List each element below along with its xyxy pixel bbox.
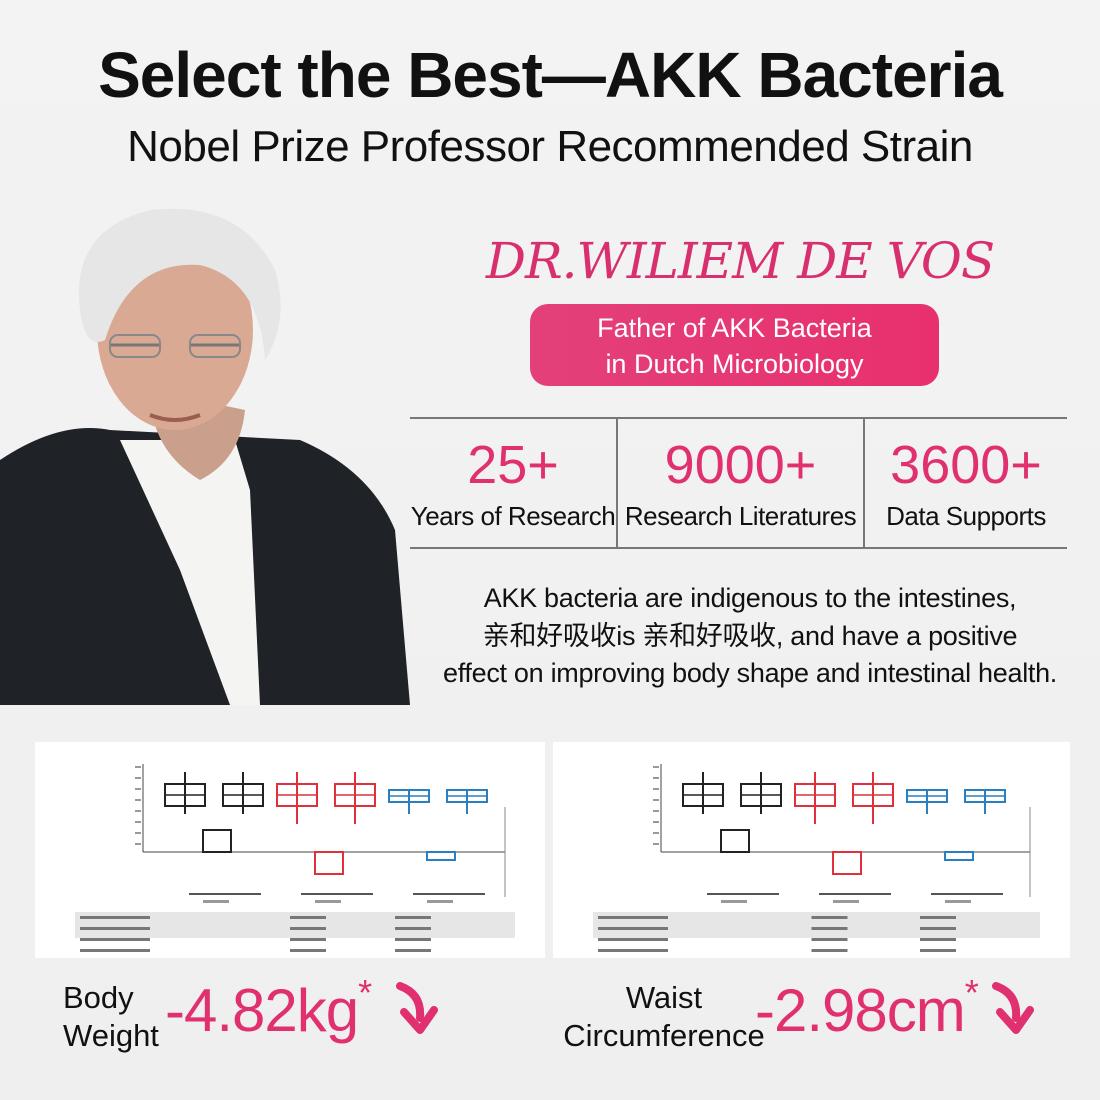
description: AKK bacteria are indigenous to the intes… — [400, 580, 1100, 693]
summary-text — [920, 916, 956, 919]
result-label-line: Body — [63, 980, 134, 1015]
stat-value: 9000+ — [664, 435, 817, 495]
arrow-down-icon — [992, 982, 1034, 1034]
summary-text — [811, 916, 848, 919]
summary-row — [593, 912, 1040, 938]
summary-text — [598, 938, 668, 941]
stat-literatures: 9000+ Research Literatures — [616, 419, 863, 547]
summary-text — [395, 949, 431, 952]
page-title: Select the Best—AKK Bacteria — [98, 39, 1003, 111]
stat-years: 25+ Years of Research — [410, 419, 616, 547]
summary-text — [598, 916, 668, 919]
summary-text — [80, 949, 150, 952]
result-label-line: Waist — [625, 980, 703, 1015]
asterisk: * — [358, 972, 372, 1013]
summary-text — [920, 927, 956, 930]
result-value-waist: -2.98cm* — [755, 972, 979, 1045]
stats-table: 25+ Years of Research 9000+ Research Lit… — [410, 417, 1067, 549]
stat-label: Years of Research — [410, 501, 616, 531]
change-bar — [944, 851, 974, 861]
body-weight-study-figure — [35, 742, 545, 958]
summary-text — [395, 927, 431, 930]
group-label — [721, 900, 747, 903]
badge-line-2: in Dutch Microbiology — [605, 349, 864, 379]
summary-text — [290, 949, 326, 952]
result-label-line: Circumference — [563, 1018, 765, 1053]
stat-label: Data Supports — [886, 501, 1046, 531]
arrow-down-icon — [396, 982, 438, 1034]
result-label-waist: Waist Circumference — [563, 979, 765, 1055]
summary-text — [395, 916, 431, 919]
result-label-body-weight: Body Weight — [63, 979, 159, 1055]
stat-label: Research Literatures — [624, 501, 857, 531]
professor-portrait — [0, 208, 410, 705]
summary-text — [80, 927, 150, 930]
summary-text — [598, 949, 668, 952]
group-label — [427, 900, 453, 903]
summary-text — [80, 916, 150, 919]
result-label-line: Weight — [63, 1018, 159, 1053]
stat-value: 25+ — [467, 435, 559, 495]
change-bar — [832, 851, 862, 875]
summary-text — [811, 938, 848, 941]
summary-text — [290, 927, 326, 930]
change-bar — [314, 851, 344, 875]
badge-line-1: Father of AKK Bacteria — [597, 313, 872, 343]
summary-text — [811, 949, 848, 952]
group-label — [945, 900, 971, 903]
summary-row — [75, 912, 515, 938]
change-bar — [426, 851, 456, 861]
group-label — [833, 900, 859, 903]
asterisk: * — [964, 972, 979, 1013]
change-bar — [720, 829, 750, 853]
group-label — [203, 900, 229, 903]
title-badge: Father of AKK Bacteria in Dutch Microbio… — [530, 304, 939, 386]
summary-text — [290, 938, 326, 941]
summary-text — [80, 938, 150, 941]
summary-text — [920, 949, 956, 952]
professor-name: DR.WILIEM DE VOS — [485, 232, 995, 290]
page-subtitle: Nobel Prize Professor Recommended Strain — [127, 122, 973, 171]
waist-study-figure — [553, 742, 1070, 958]
value-text: -4.82kg — [165, 977, 359, 1044]
result-value-body-weight: -4.82kg* — [165, 972, 372, 1045]
summary-text — [811, 927, 848, 930]
value-text: -2.98cm — [755, 977, 966, 1044]
summary-text — [290, 916, 326, 919]
summary-text — [920, 938, 956, 941]
stat-value: 3600+ — [890, 435, 1042, 495]
stat-data: 3600+ Data Supports — [863, 419, 1067, 547]
group-label — [315, 900, 341, 903]
description-line: 亲和好吸收is 亲和好吸收, and have a positive — [482, 620, 1018, 651]
description-line: AKK bacteria are indigenous to the intes… — [483, 583, 1017, 613]
description-line: effect on improving body shape and intes… — [442, 658, 1058, 688]
change-bar — [202, 829, 232, 853]
summary-text — [395, 938, 431, 941]
summary-text — [598, 927, 668, 930]
